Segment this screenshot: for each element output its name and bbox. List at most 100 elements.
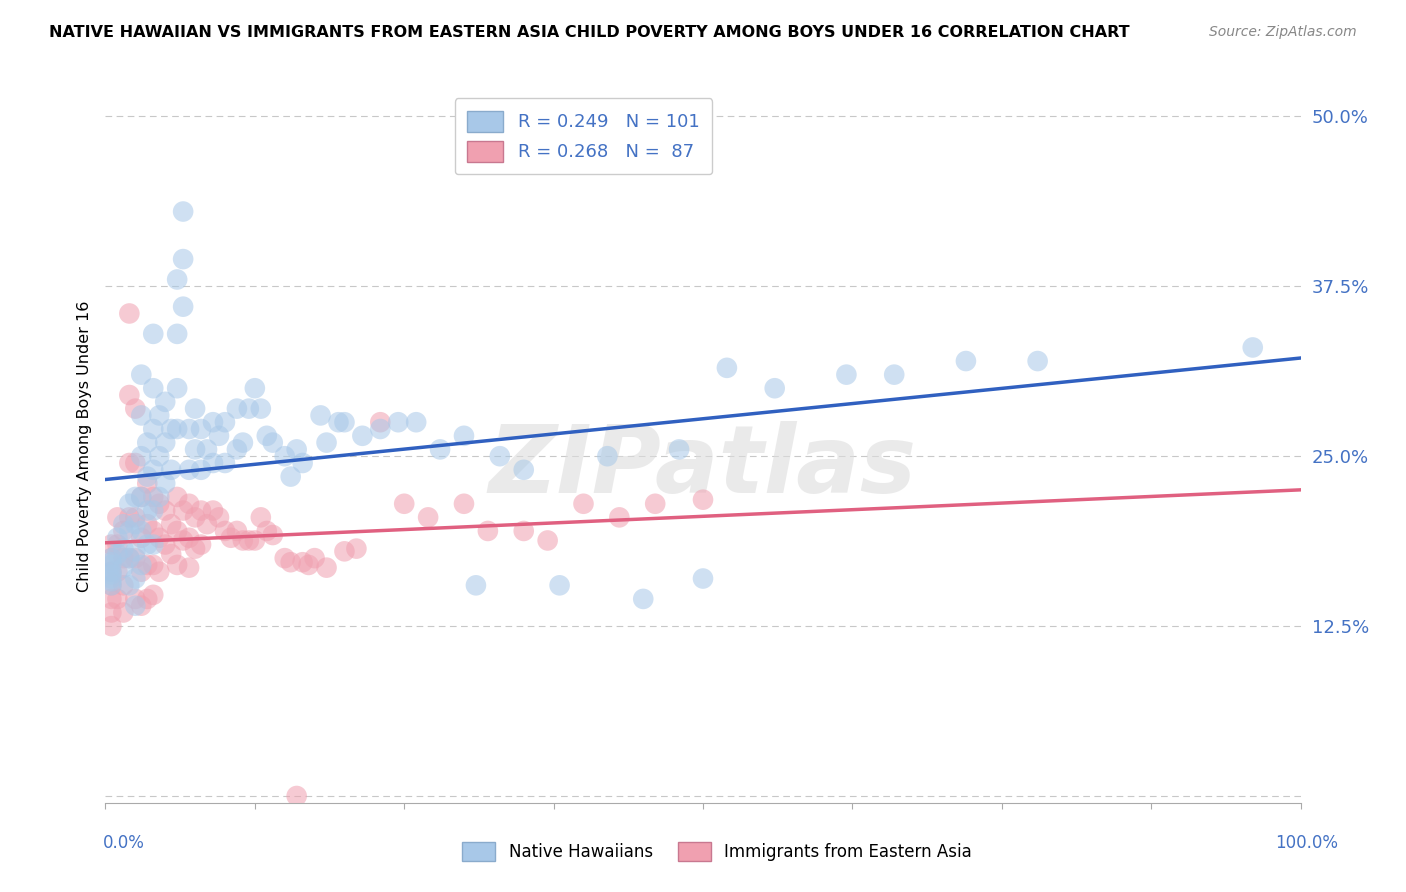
Point <box>100 551 122 566</box>
Point <box>118 497 141 511</box>
Point <box>273 551 295 566</box>
Point <box>464 578 488 592</box>
Point <box>107 547 129 561</box>
Point <box>142 326 165 341</box>
Point <box>153 394 177 409</box>
Point <box>107 510 129 524</box>
Point <box>124 510 146 524</box>
Point <box>273 449 295 463</box>
Point <box>100 537 122 551</box>
Point <box>107 565 129 579</box>
Point <box>387 415 409 429</box>
Point <box>536 533 558 548</box>
Point <box>100 555 122 569</box>
Point <box>596 449 619 463</box>
Point <box>148 497 170 511</box>
Point <box>142 588 165 602</box>
Point <box>112 551 135 566</box>
Point <box>129 409 153 423</box>
Point <box>124 551 146 566</box>
Point <box>315 560 337 574</box>
Point <box>208 510 231 524</box>
Point <box>129 531 153 545</box>
Point <box>195 517 218 532</box>
Point <box>153 476 177 491</box>
Point <box>328 415 350 429</box>
Point <box>453 497 475 511</box>
Point <box>368 415 391 429</box>
Point <box>668 442 690 457</box>
Text: 100.0%: 100.0% <box>1275 834 1339 852</box>
Point <box>142 490 165 504</box>
Point <box>243 381 266 395</box>
Point <box>309 409 332 423</box>
Point <box>118 524 141 538</box>
Point <box>124 456 146 470</box>
Point <box>692 572 714 586</box>
Point <box>418 510 440 524</box>
Point <box>118 510 141 524</box>
Point <box>184 442 207 457</box>
Point <box>160 422 183 436</box>
Point <box>190 537 212 551</box>
Y-axis label: Child Poverty Among Boys Under 16: Child Poverty Among Boys Under 16 <box>76 301 91 591</box>
Point <box>489 449 512 463</box>
Point <box>100 565 122 579</box>
Point <box>219 531 242 545</box>
Point <box>100 558 122 572</box>
Point <box>142 537 165 551</box>
Point <box>129 524 153 538</box>
Point <box>298 558 321 572</box>
Point <box>202 415 225 429</box>
Point <box>118 388 141 402</box>
Point <box>136 469 159 483</box>
Point <box>513 463 536 477</box>
Point <box>1241 341 1264 355</box>
Point <box>177 463 201 477</box>
Point <box>100 565 122 579</box>
Point <box>124 517 146 532</box>
Point <box>142 558 165 572</box>
Point <box>136 503 159 517</box>
Point <box>177 497 201 511</box>
Point <box>136 435 159 450</box>
Point <box>232 533 254 548</box>
Point <box>453 429 475 443</box>
Point <box>166 326 188 341</box>
Point <box>136 558 159 572</box>
Point <box>142 422 165 436</box>
Point <box>100 591 122 606</box>
Point <box>368 422 391 436</box>
Point <box>100 578 122 592</box>
Point <box>692 492 714 507</box>
Point <box>153 537 177 551</box>
Point <box>136 537 159 551</box>
Point <box>763 381 786 395</box>
Point <box>124 401 146 416</box>
Point <box>513 524 536 538</box>
Point <box>256 429 278 443</box>
Point <box>243 533 266 548</box>
Point <box>195 442 218 457</box>
Point <box>136 591 159 606</box>
Point <box>148 409 170 423</box>
Point <box>129 449 153 463</box>
Point <box>100 572 122 586</box>
Point <box>100 578 122 592</box>
Point <box>118 578 141 592</box>
Point <box>835 368 858 382</box>
Point <box>148 531 170 545</box>
Point <box>214 415 236 429</box>
Point <box>112 606 135 620</box>
Point <box>148 565 170 579</box>
Point <box>250 401 273 416</box>
Point <box>107 531 129 545</box>
Point <box>177 422 201 436</box>
Point <box>633 591 655 606</box>
Point <box>214 524 236 538</box>
Point <box>142 381 165 395</box>
Text: NATIVE HAWAIIAN VS IMMIGRANTS FROM EASTERN ASIA CHILD POVERTY AMONG BOYS UNDER 1: NATIVE HAWAIIAN VS IMMIGRANTS FROM EASTE… <box>49 25 1130 40</box>
Point <box>172 252 194 266</box>
Point <box>153 435 177 450</box>
Point <box>238 401 260 416</box>
